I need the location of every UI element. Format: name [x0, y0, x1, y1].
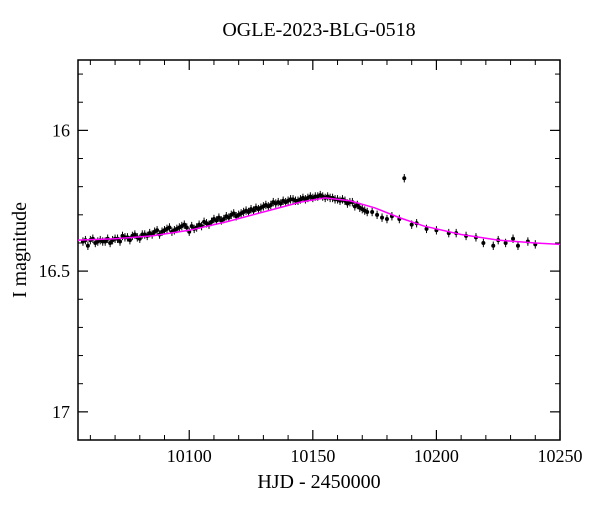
model-curve: [78, 198, 560, 244]
y-tick-label: 17: [52, 402, 70, 422]
x-tick-label: 10250: [538, 446, 583, 466]
lightcurve-chart: 10100 10150 10200 10250 16 16.5 17 OGLE-2023-BL…: [0, 0, 600, 512]
y-tick-label: 16: [52, 120, 70, 140]
x-tick-label: 10100: [167, 446, 212, 466]
x-axis-label: HJD - 2450000: [257, 471, 380, 493]
plot-frame: [78, 60, 560, 440]
chart-title: OGLE-2023-BLG-0518: [222, 19, 415, 41]
chart-svg: 10100 10150 10200 10250 16 16.5 17 OGLE-2023-BL…: [0, 0, 600, 512]
x-tick-label: 10200: [414, 446, 459, 466]
y-axis-label: I magnitude: [9, 202, 31, 298]
x-tick-label: 10150: [290, 446, 335, 466]
data-layer: [78, 174, 560, 250]
y-tick-label: 16.5: [39, 261, 71, 281]
